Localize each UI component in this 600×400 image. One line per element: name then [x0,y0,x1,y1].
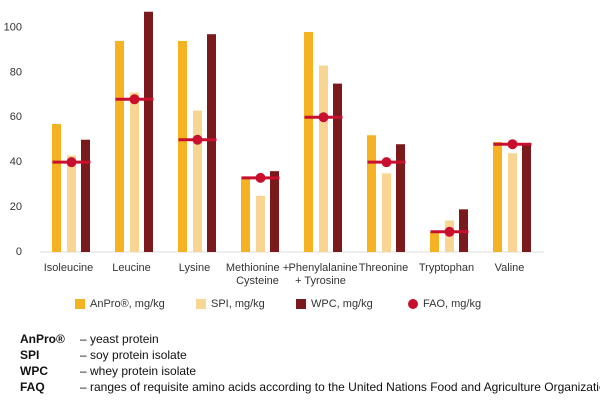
note-text: – soy protein isolate [80,348,187,362]
bar [67,155,76,252]
bar [270,171,279,252]
fao-point [129,94,140,105]
x-tick-label: Lysine [178,262,211,274]
fao-point [507,139,518,150]
x-tick-label: Leucine [112,262,151,274]
fao-point [66,157,77,168]
bar [207,34,216,252]
x-tick-label: Threonine [358,262,409,274]
note-term: WPC [20,364,48,378]
legend-marker [75,299,85,309]
bar [522,144,531,252]
note-text: – ranges of requisite amino acids accord… [80,380,600,394]
x-tick-label: Methionine + Cysteine [225,262,290,287]
note-term: AnPro® [20,332,65,346]
note-term: SPI [20,348,39,362]
legend-label: SPI, mg/kg [211,298,265,310]
bar [193,110,202,252]
bar [178,40,187,252]
y-tick-label: 60 [10,111,22,123]
y-tick-label: 80 [10,66,22,78]
y-tick-label: 100 [4,21,22,33]
fao-point [192,134,203,145]
legend-marker [196,299,206,309]
x-tick-label: Tryptophan [418,262,475,274]
bar [256,195,265,252]
y-tick-label: 0 [16,246,22,258]
bar [241,177,250,252]
y-tick-label: 40 [10,156,22,168]
bar [144,11,153,253]
bar [367,135,376,252]
legend-label: FAO, mg/kg [423,298,481,310]
fao-point [381,157,392,168]
note-term: FAQ [20,380,45,394]
note-text: – yeast protein [80,332,159,346]
fao-point [318,112,329,123]
bar [396,144,405,252]
x-tick-label: Valine [494,262,525,274]
note-text: – whey protein isolate [80,364,196,378]
bar [430,231,439,252]
bar [382,173,391,252]
bar [81,139,90,252]
legend-marker [296,299,306,309]
bar [130,92,139,252]
bar [508,153,517,252]
bar [52,124,61,252]
y-tick-label: 20 [10,201,22,213]
legend-label: WPC, mg/kg [311,298,373,310]
bar [304,31,313,253]
bar [493,141,502,252]
legend-label: AnPro®, mg/kg [90,298,165,310]
bar [319,65,328,252]
fao-point [444,226,455,237]
legend-marker [408,299,418,309]
fao-point [255,172,266,183]
x-tick-label: Phenylalanine + Tyrosine [288,262,358,287]
bar [115,40,124,252]
bar [333,83,342,252]
x-tick-label: Isoleucine [43,262,94,274]
